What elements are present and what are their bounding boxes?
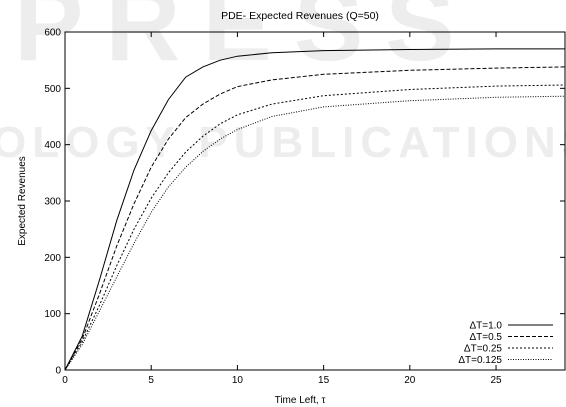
legend-label: ΔT=1.0 (469, 321, 502, 332)
y-tick-label: 500 (44, 84, 61, 95)
y-tick-label: 600 (44, 28, 61, 39)
legend-label: ΔT=0.25 (464, 344, 503, 355)
x-tick-label: 5 (148, 375, 154, 386)
y-tick-label: 400 (44, 140, 61, 151)
series-line-0 (64, 48, 565, 371)
plot-area: 0 5 10 15 20 25 0 100 200 300 400 500 600 (44, 28, 566, 386)
y-tick-label: 0 (55, 366, 61, 377)
plot-frame (64, 31, 566, 371)
legend-label: ΔT=0.5 (469, 332, 502, 343)
x-tick-label: 15 (318, 375, 330, 386)
x-axis-label: Time Left, τ (275, 395, 326, 406)
x-tick-label: 25 (490, 375, 502, 386)
series-line-1 (64, 66, 566, 371)
y-axis-label: Expected Revenues (17, 156, 28, 246)
y-tick-label: 200 (44, 253, 61, 264)
x-tick-label: 20 (404, 375, 416, 386)
x-tick-label: 10 (232, 375, 244, 386)
chart-title: PDE- Expected Revenues (Q=50) (221, 10, 379, 22)
y-tick-label: 100 (44, 309, 61, 320)
legend-label: ΔT=0.125 (458, 355, 502, 366)
y-tick-label: 300 (44, 197, 61, 208)
series-line-3 (64, 95, 566, 371)
x-tick-label: 0 (62, 375, 68, 386)
series-line-2 (64, 84, 566, 371)
